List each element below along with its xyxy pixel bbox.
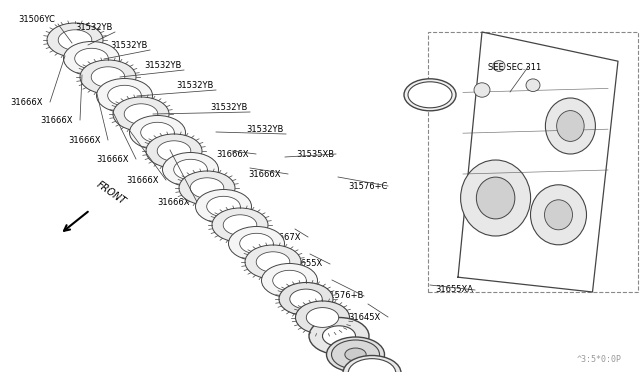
Ellipse shape [63, 42, 120, 76]
Ellipse shape [157, 141, 191, 161]
Ellipse shape [80, 60, 136, 94]
Ellipse shape [332, 340, 380, 369]
Ellipse shape [545, 98, 595, 154]
Text: 31666X: 31666X [10, 97, 42, 106]
Ellipse shape [326, 337, 385, 372]
Text: 31535XB: 31535XB [296, 150, 334, 158]
Text: 31532YB: 31532YB [246, 125, 284, 134]
Ellipse shape [245, 245, 301, 279]
Ellipse shape [212, 208, 268, 242]
Ellipse shape [296, 301, 349, 334]
Text: 31655X: 31655X [290, 260, 323, 269]
Text: 31532YB: 31532YB [176, 81, 213, 90]
Text: 31666X: 31666X [126, 176, 159, 185]
Ellipse shape [58, 30, 92, 50]
Text: 31666X: 31666X [68, 135, 100, 144]
Ellipse shape [163, 153, 218, 186]
Ellipse shape [113, 97, 169, 131]
Ellipse shape [493, 61, 505, 71]
Ellipse shape [273, 270, 307, 291]
Ellipse shape [408, 82, 452, 108]
Text: 31655XA: 31655XA [435, 285, 473, 295]
Ellipse shape [404, 79, 456, 111]
Text: 31532YB: 31532YB [75, 23, 113, 32]
Text: 31532YB: 31532YB [144, 61, 181, 70]
Text: 31666X: 31666X [40, 115, 72, 125]
Ellipse shape [190, 178, 224, 198]
Ellipse shape [545, 200, 573, 230]
Ellipse shape [207, 196, 240, 217]
Ellipse shape [195, 189, 252, 224]
Ellipse shape [256, 252, 290, 272]
Text: 31532YB: 31532YB [210, 103, 248, 112]
Ellipse shape [75, 48, 108, 69]
Ellipse shape [97, 78, 152, 112]
Ellipse shape [474, 83, 490, 97]
Text: 31666X: 31666X [216, 150, 248, 158]
Ellipse shape [309, 317, 369, 355]
Text: 31666X: 31666X [96, 154, 129, 164]
Ellipse shape [92, 67, 125, 87]
Text: 31645X: 31645X [348, 312, 380, 321]
Text: 31576+B: 31576+B [324, 292, 364, 301]
Text: ^3:5*0:0P: ^3:5*0:0P [577, 355, 622, 364]
Ellipse shape [124, 104, 158, 124]
Ellipse shape [146, 134, 202, 168]
Ellipse shape [557, 110, 584, 141]
Ellipse shape [129, 115, 186, 150]
Ellipse shape [47, 23, 103, 57]
Ellipse shape [279, 282, 333, 315]
Ellipse shape [262, 263, 317, 298]
Ellipse shape [531, 185, 586, 245]
Ellipse shape [290, 289, 322, 309]
Bar [428, 32, 638, 292]
Ellipse shape [461, 160, 531, 236]
Text: 31506YC: 31506YC [18, 15, 55, 24]
Ellipse shape [476, 177, 515, 219]
Text: 31667X: 31667X [268, 232, 301, 241]
Ellipse shape [228, 227, 285, 260]
Ellipse shape [307, 308, 339, 327]
Ellipse shape [240, 233, 273, 254]
Text: FRONT: FRONT [95, 180, 128, 207]
Ellipse shape [173, 159, 207, 180]
Ellipse shape [345, 348, 366, 361]
Text: 31666X: 31666X [248, 170, 280, 179]
Ellipse shape [343, 356, 401, 372]
Text: SEE SEC.311: SEE SEC.311 [488, 62, 541, 71]
Ellipse shape [526, 79, 540, 92]
Ellipse shape [323, 326, 355, 346]
Ellipse shape [108, 85, 141, 106]
Ellipse shape [179, 171, 235, 205]
Ellipse shape [141, 122, 174, 143]
Ellipse shape [348, 359, 396, 372]
Text: 31666X: 31666X [157, 198, 189, 206]
Text: 31532YB: 31532YB [110, 41, 147, 50]
Ellipse shape [223, 215, 257, 235]
Text: 31576+C: 31576+C [348, 182, 387, 190]
